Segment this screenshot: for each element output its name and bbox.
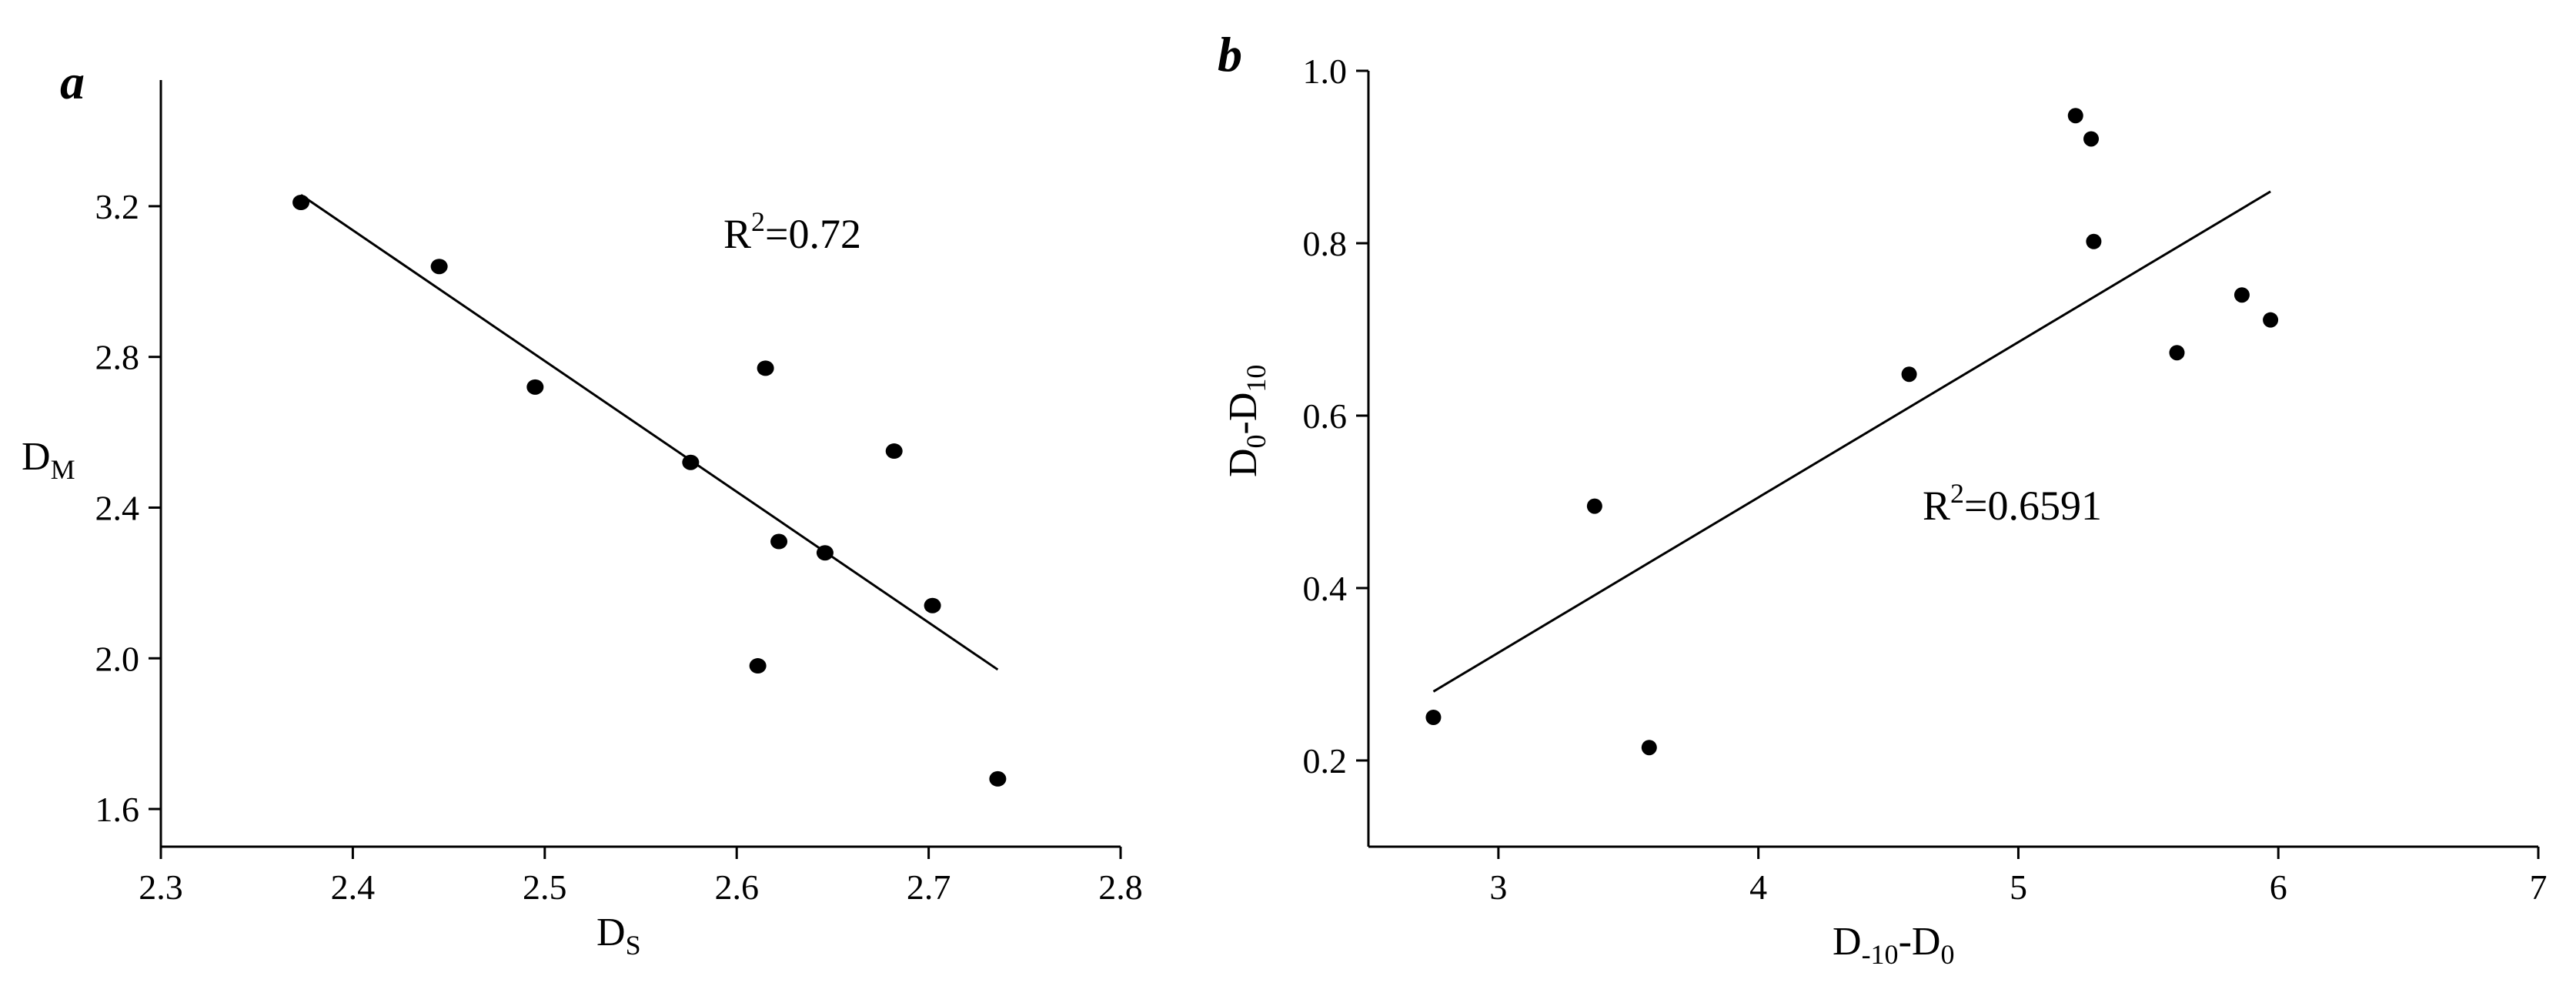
data-point <box>749 658 767 674</box>
y-tick-label: 0.4 <box>1303 569 1348 608</box>
data-points-b <box>1425 108 2279 756</box>
data-point <box>989 770 1007 787</box>
y-tick-label: 1.0 <box>1303 52 1348 91</box>
x-tick-label: 2.3 <box>139 867 183 907</box>
y-tick-label: 2.0 <box>95 639 140 678</box>
x-tick-label: 6 <box>2270 867 2287 907</box>
x-tick-label: 7 <box>2530 867 2548 907</box>
y-tick-label: 0.2 <box>1303 741 1348 780</box>
x-tick-label: 3 <box>1489 867 1507 907</box>
data-point <box>924 597 941 613</box>
y-tick-label: 2.4 <box>95 488 140 527</box>
y-axis-label-b: D0-D10 <box>1221 365 1271 477</box>
x-tick-label: 2.6 <box>714 867 759 907</box>
x-tick-label: 5 <box>2010 867 2027 907</box>
regression-line-a <box>300 193 999 671</box>
y-ticks-a: 1.6 2.0 2.4 2.8 3.2 <box>95 187 161 829</box>
x-tick-label: 4 <box>1749 867 1767 907</box>
data-point <box>682 454 700 470</box>
x-axis-label-b: D-10-D0 <box>1833 920 1954 970</box>
data-point <box>2263 312 2279 328</box>
y-ticks-b: 0.2 0.4 0.6 0.8 1.0 <box>1303 52 1368 780</box>
data-point <box>430 259 448 275</box>
data-point <box>2169 345 2185 361</box>
data-point <box>2083 131 2100 147</box>
y-tick-label: 0.6 <box>1303 396 1348 436</box>
data-point <box>526 379 544 395</box>
data-point <box>885 443 903 460</box>
y-tick-label: 3.2 <box>95 187 140 226</box>
chart-panel-b: b 3 4 5 6 7 0.2 0.4 0.6 0.8 1.0 R2=0.6591 D0-D10… <box>1218 27 2548 970</box>
data-point <box>757 360 774 376</box>
panel-label-a: a <box>60 55 85 109</box>
data-point <box>1586 498 1602 514</box>
x-ticks-a: 2.3 2.4 2.5 2.6 2.7 2.8 <box>139 847 1143 907</box>
x-tick-label: 2.5 <box>523 867 567 907</box>
x-ticks-b: 3 4 5 6 7 <box>1489 847 2548 907</box>
x-tick-label: 2.7 <box>907 867 951 907</box>
data-point <box>1641 740 1657 756</box>
r-squared-label-a: R2=0.72 <box>723 206 861 257</box>
y-tick-label: 2.8 <box>95 338 140 377</box>
data-point <box>292 195 310 210</box>
y-tick-label: 1.6 <box>95 790 140 829</box>
data-points-a <box>292 195 1007 787</box>
r-squared-label-b: R2=0.6591 <box>1923 478 2102 529</box>
regression-line-b <box>1432 190 2271 693</box>
data-point <box>2067 108 2083 124</box>
x-tick-label: 2.4 <box>331 867 376 907</box>
data-point <box>2086 233 2102 249</box>
x-axis-label-a: DS <box>596 911 641 961</box>
panel-label-b: b <box>1218 27 1242 82</box>
data-point <box>1901 366 1917 383</box>
data-point <box>2234 287 2250 303</box>
data-point <box>770 533 788 550</box>
chart-panel-a: a 2.3 2.4 2.5 2.6 2.7 2.8 1.6 2.0 2.4 2.8 3.2 R2=… <box>22 55 1143 961</box>
data-point <box>816 545 834 561</box>
y-tick-label: 0.8 <box>1303 224 1348 263</box>
data-point <box>1425 710 1442 725</box>
x-tick-label: 2.8 <box>1098 867 1143 907</box>
y-axis-label-a: DM <box>22 435 75 485</box>
